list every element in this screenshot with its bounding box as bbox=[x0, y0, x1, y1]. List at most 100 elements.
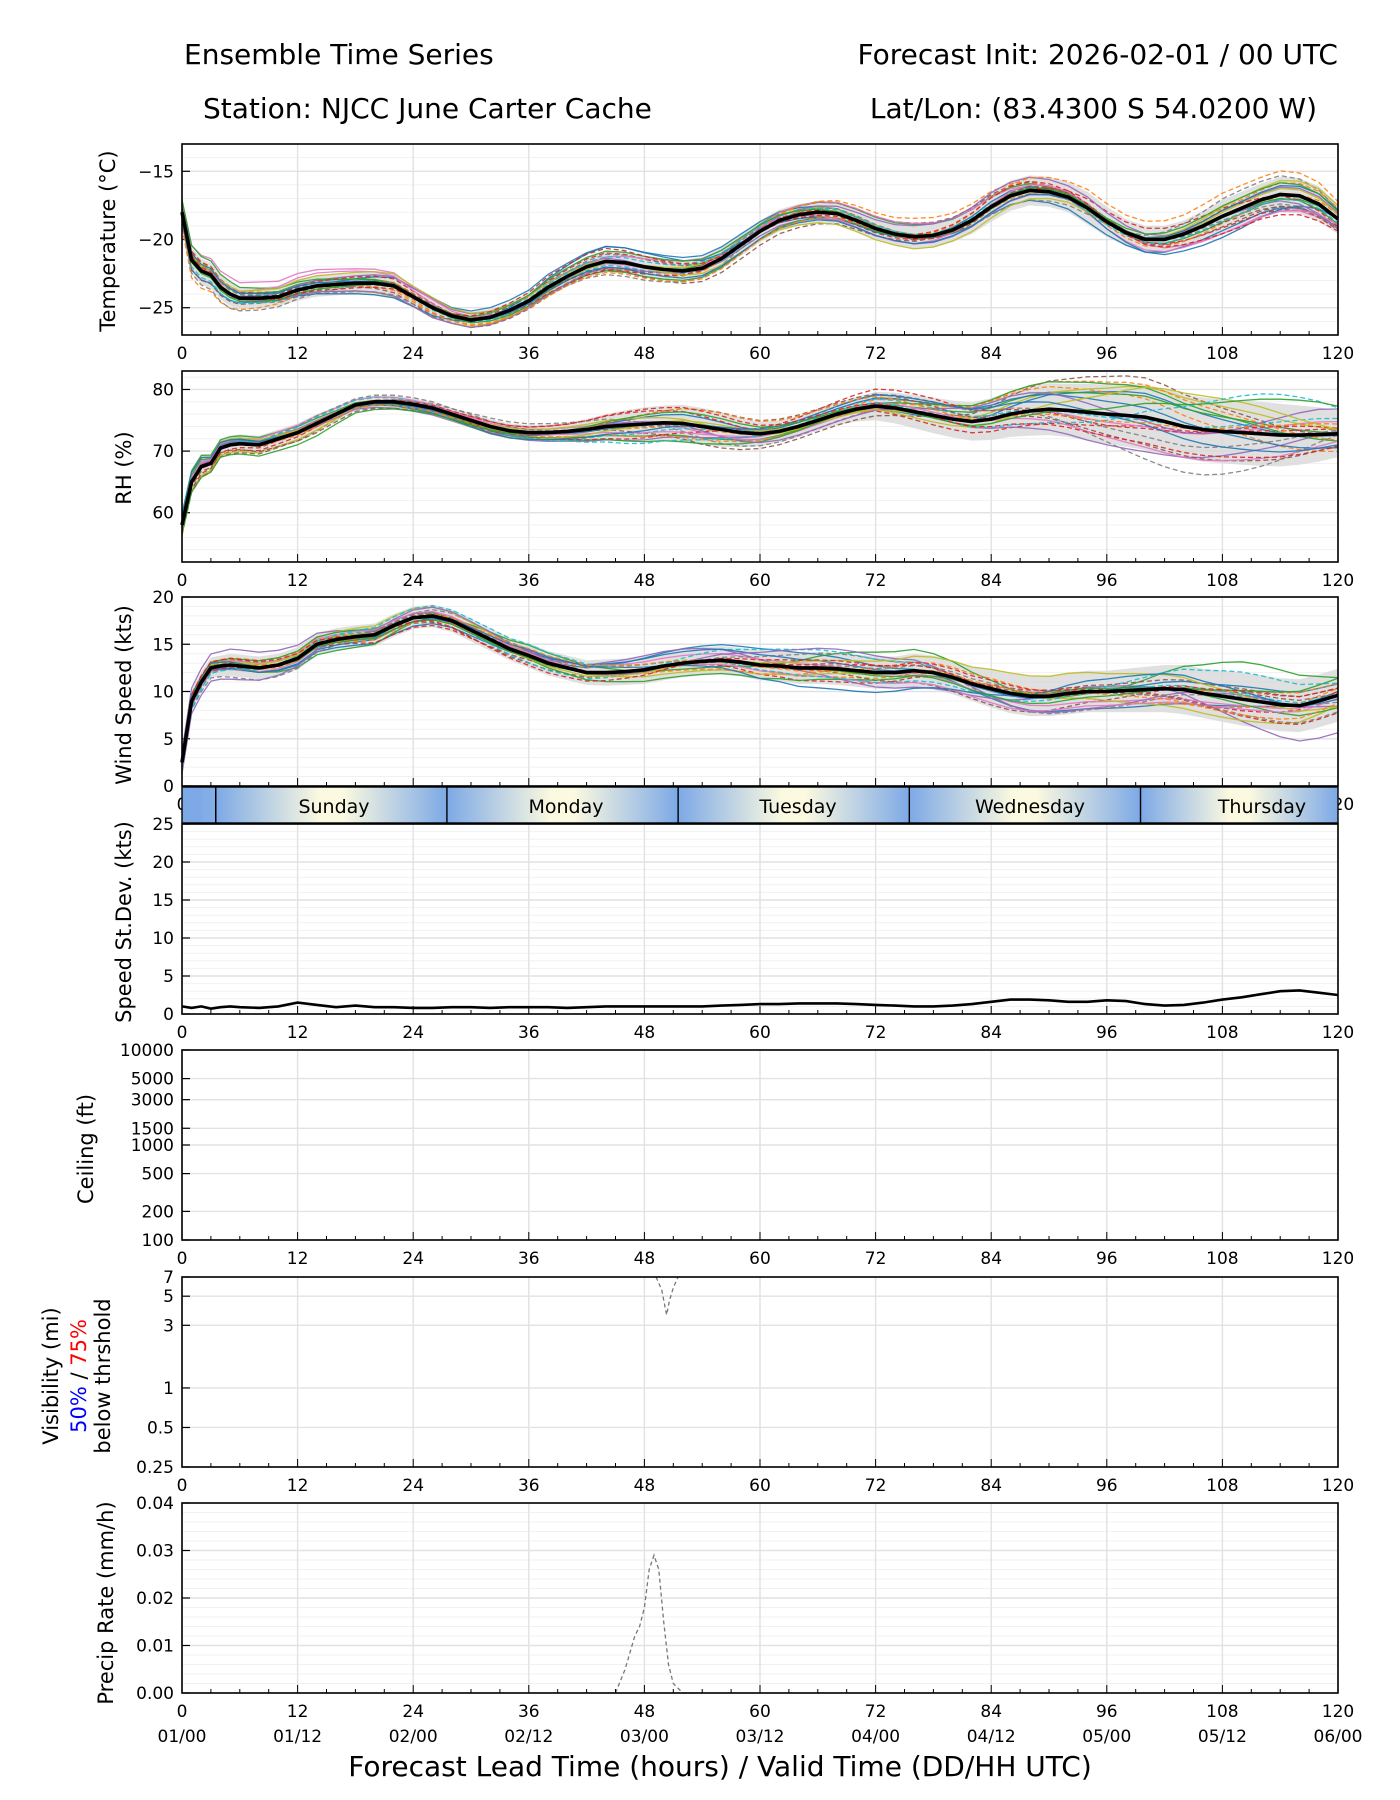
y-tick-label: −15 bbox=[138, 162, 174, 182]
ensemble-member-22 bbox=[181, 170, 1339, 327]
x-tick-label: 72 bbox=[865, 571, 887, 591]
y-tick-label: 1500 bbox=[131, 1119, 174, 1139]
y-tick-label: 10 bbox=[152, 929, 174, 949]
precip-ylabel: Precip Rate (mm/h) bbox=[94, 1501, 118, 1704]
y-tick-label: 1 bbox=[163, 1379, 174, 1399]
y-tick-label: 0 bbox=[163, 777, 174, 797]
x-tick-label: 24 bbox=[402, 1023, 424, 1043]
day-cell-2 bbox=[446, 787, 679, 823]
x-tick-label: 24 bbox=[402, 1249, 424, 1269]
day-bar-frame bbox=[181, 786, 1339, 824]
x-tick-label: 36 bbox=[518, 1249, 540, 1269]
panel-rh: 60 70 80 0 12 24 36 48 60 72 84 96 108 120 bbox=[152, 370, 1354, 591]
x-tick-label: 60 bbox=[749, 1249, 771, 1269]
x-tick-label: 60 bbox=[749, 1476, 771, 1496]
ensemble-member-17 bbox=[181, 396, 1339, 523]
figure-title: Ensemble Time Series bbox=[184, 38, 494, 71]
y-tick-label: 20 bbox=[152, 853, 174, 873]
visibility-ylabel-line2: 50% / 75% bbox=[67, 1319, 91, 1433]
y-tick-label: 0.03 bbox=[136, 1542, 174, 1562]
y-tick-label: 500 bbox=[142, 1165, 174, 1185]
x-tick-label: 120 bbox=[1322, 571, 1354, 591]
x-tick-label: 60 bbox=[749, 1702, 771, 1722]
x-tick-label: 36 bbox=[518, 1476, 540, 1496]
y-tick-label: 1000 bbox=[131, 1136, 174, 1156]
x-tick-label: 120 bbox=[1322, 344, 1354, 364]
y-tick-label: 3 bbox=[163, 1316, 174, 1336]
y-tick-label: 7 bbox=[163, 1268, 174, 1288]
day-cell-1 bbox=[215, 787, 447, 823]
x-tick-label: 24 bbox=[402, 344, 424, 364]
y-tick-label: −25 bbox=[138, 299, 174, 319]
x-tick-label: 108 bbox=[1206, 1476, 1238, 1496]
day-cell-lead bbox=[182, 787, 202, 823]
ensemble-member-20 bbox=[181, 393, 1339, 527]
x-tick-label: 60 bbox=[749, 571, 771, 591]
ensemble-member-13 bbox=[181, 381, 1339, 515]
ensemble-member-17 bbox=[181, 610, 1339, 760]
day-label-thursday: Thursday bbox=[1217, 796, 1306, 818]
x-tick-label: 108 bbox=[1206, 571, 1238, 591]
member-trace bbox=[614, 1553, 693, 1694]
y-tick-label: 25 bbox=[152, 815, 174, 835]
valid-time-label: 02/12 bbox=[504, 1727, 553, 1747]
ensemble-mean-line bbox=[180, 188, 1340, 322]
x-tick-label: 84 bbox=[980, 571, 1002, 591]
x-tick-label: 108 bbox=[1206, 344, 1238, 364]
x-tick-label: 48 bbox=[634, 1249, 656, 1269]
ensemble-member-11 bbox=[181, 617, 1339, 764]
day-label-sunday: Sunday bbox=[298, 796, 369, 818]
ensemble-member-23 bbox=[181, 182, 1339, 318]
valid-time-label: 06/00 bbox=[1314, 1727, 1363, 1747]
x-tick-label: 84 bbox=[980, 344, 1002, 364]
valid-time-labels: 01/00 01/12 02/00 02/12 03/00 03/12 04/00 04/12… bbox=[158, 1727, 1363, 1747]
y-tick-label: 80 bbox=[152, 380, 174, 400]
x-tick-label: 0 bbox=[177, 1702, 188, 1722]
pct-sep: / bbox=[67, 1366, 91, 1386]
ceiling-ylabel: Ceiling (ft) bbox=[74, 1094, 98, 1204]
y-tick-label: 0.25 bbox=[136, 1458, 174, 1478]
ensemble-member-18 bbox=[181, 174, 1339, 321]
valid-time-label: 03/12 bbox=[736, 1727, 785, 1747]
y-tick-label: 3000 bbox=[131, 1091, 174, 1111]
x-tick-label: 96 bbox=[1096, 1476, 1118, 1496]
x-tick-label: 84 bbox=[980, 1702, 1002, 1722]
x-tick-label: 48 bbox=[634, 344, 656, 364]
x-tick-label: 120 bbox=[1322, 1476, 1354, 1496]
y-tick-label: 5 bbox=[163, 1287, 174, 1307]
wind-ylabel: Wind Speed (kts) bbox=[112, 605, 136, 785]
panel-temperature: −15 −20 −25 0 12 24 36 48 60 72 84 96 108 120 bbox=[138, 143, 1354, 364]
day-label-monday: Monday bbox=[528, 796, 603, 818]
y-tick-label: 0.01 bbox=[136, 1637, 174, 1657]
day-cell-5 bbox=[1140, 787, 1338, 823]
y-tick-label: 10 bbox=[152, 683, 174, 703]
x-tick-label: 72 bbox=[865, 1023, 887, 1043]
panel-speed_std: 0 5 10 15 20 25 0 12 24 36 48 60 72 84 96 108 120 bbox=[152, 815, 1354, 1043]
x-tick-label: 12 bbox=[287, 571, 309, 591]
x-tick-label: 12 bbox=[287, 1249, 309, 1269]
valid-time-label: 04/12 bbox=[967, 1727, 1016, 1747]
x-tick-label: 84 bbox=[980, 1249, 1002, 1269]
x-tick-label: 0 bbox=[177, 344, 188, 364]
y-tick-label: 10000 bbox=[120, 1041, 174, 1061]
temperature-ylabel: Temperature (°C) bbox=[96, 150, 120, 332]
x-tick-label: 72 bbox=[865, 1249, 887, 1269]
x-tick-label: 96 bbox=[1096, 1023, 1118, 1043]
valid-time-label: 05/12 bbox=[1198, 1727, 1247, 1747]
visibility-ylabel: Visibility (mi) 50% / 75% below thrshold bbox=[39, 1298, 115, 1453]
x-tick-label: 12 bbox=[287, 1023, 309, 1043]
ensemble-member-1 bbox=[181, 622, 1339, 763]
day-cell-4 bbox=[909, 787, 1141, 823]
x-tick-label: 0 bbox=[177, 1023, 188, 1043]
forecast-init: Forecast Init: 2026-02-01 / 00 UTC bbox=[858, 38, 1338, 71]
ensemble-member-1 bbox=[181, 199, 1339, 312]
x-axis-label: Forecast Lead Time (hours) / Valid Time … bbox=[348, 1750, 1092, 1783]
y-tick-label: 100 bbox=[142, 1231, 174, 1251]
ensemble-member-23 bbox=[181, 398, 1339, 535]
valid-time-label: 04/00 bbox=[851, 1727, 900, 1747]
ensemble-mean-line bbox=[180, 614, 1339, 763]
day-cells bbox=[181, 786, 1339, 824]
ensemble-member-24 bbox=[181, 620, 1339, 758]
